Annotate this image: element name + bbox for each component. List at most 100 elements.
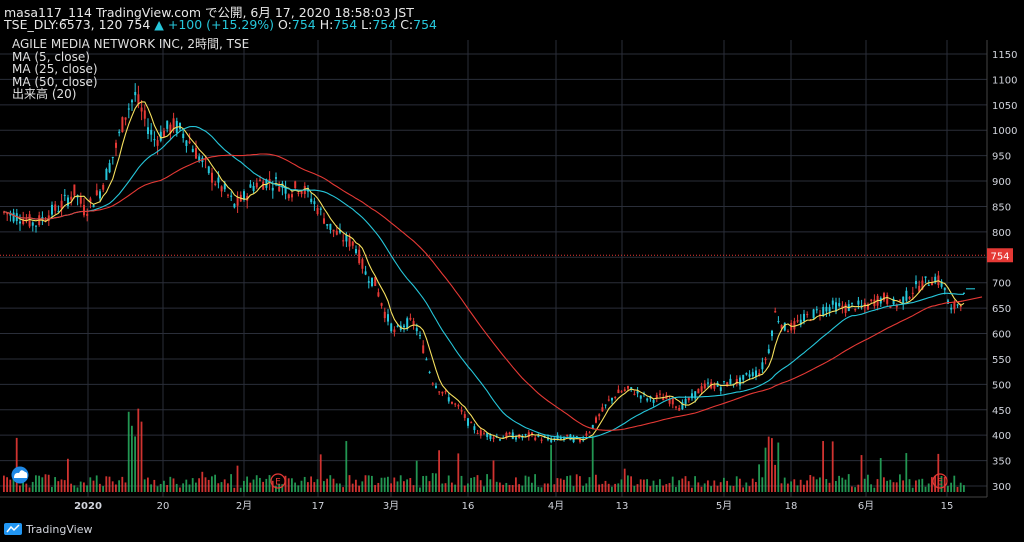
- candle-body: [758, 372, 761, 376]
- candle-body: [435, 385, 437, 388]
- volume-bar: [147, 477, 149, 492]
- volume-bar: [559, 478, 562, 492]
- candle-body: [892, 298, 895, 305]
- volume-bar: [668, 483, 671, 492]
- candle-body: [390, 323, 393, 332]
- volume-bar: [25, 483, 28, 492]
- candle-body: [723, 381, 725, 383]
- volume-bar: [67, 458, 69, 492]
- candle-body: [444, 391, 447, 393]
- candle-body: [124, 117, 127, 120]
- x-tick-label: 5月: [716, 500, 732, 512]
- volume-bar: [249, 482, 252, 492]
- earnings-marker-label: E: [275, 478, 281, 488]
- volume-bar: [924, 486, 927, 492]
- earnings-marker-icon: [932, 473, 948, 489]
- volume-bar: [899, 474, 901, 492]
- candle-body: [102, 184, 105, 190]
- candle-body: [387, 314, 389, 322]
- candle-body: [671, 397, 674, 405]
- volume-bar: [921, 478, 924, 492]
- candle-body: [287, 194, 290, 199]
- candle-body: [447, 397, 450, 402]
- candle-body: [121, 117, 124, 133]
- volume-bar: [377, 482, 380, 492]
- candle-body: [111, 156, 114, 159]
- x-tick-label: 15: [941, 501, 954, 512]
- volume-bar: [70, 483, 72, 492]
- volume-bar: [761, 477, 764, 492]
- legend-volume[interactable]: 出来高 (20): [12, 87, 77, 102]
- candle-body: [428, 371, 431, 373]
- candle-body: [854, 308, 857, 311]
- candle-body: [719, 387, 722, 391]
- volume-bar: [425, 475, 428, 492]
- legend-ma5[interactable]: MA (5, close): [12, 49, 90, 64]
- candle-body: [118, 131, 121, 134]
- volume-bar: [409, 477, 412, 492]
- volume-bar: [444, 483, 447, 492]
- volume-bar: [812, 476, 815, 492]
- candle-body: [28, 214, 31, 227]
- volume-bar: [486, 474, 488, 492]
- candle-body: [905, 290, 908, 301]
- volume-bar: [239, 487, 242, 492]
- candle-body: [700, 386, 703, 392]
- volume-bar: [335, 483, 338, 492]
- volume-bar: [387, 476, 389, 492]
- volume-bar: [19, 485, 21, 492]
- ma50-line-extension: [957, 296, 983, 303]
- candle-body: [419, 334, 421, 336]
- candle-body: [150, 129, 153, 135]
- volume-bar: [671, 476, 674, 492]
- candle-body: [377, 292, 380, 297]
- candle-body: [310, 198, 313, 203]
- candle-body: [476, 432, 479, 434]
- volume-bar: [636, 484, 639, 492]
- candle-body: [275, 177, 277, 179]
- volume-bar: [364, 475, 367, 492]
- candle-body: [291, 194, 293, 198]
- last-price-label: 754: [990, 251, 1009, 262]
- volume-bar: [889, 479, 892, 492]
- candle-body: [438, 391, 441, 393]
- time-axis[interactable]: 2020 20 2月 17 3月 16 4月 13 5月 18 6月 15: [0, 496, 987, 512]
- volume-bar: [780, 483, 783, 492]
- candle-body: [409, 317, 412, 320]
- x-tick-label: 3月: [383, 500, 399, 512]
- x-tick-label: 6月: [858, 500, 874, 512]
- candle-body: [172, 118, 175, 130]
- candle-body: [166, 120, 169, 129]
- volume-bar: [115, 484, 117, 492]
- candle-body: [575, 436, 578, 438]
- candle-body: [755, 370, 757, 377]
- volume-bar: [323, 481, 325, 492]
- y-tick-label: 900: [992, 177, 1011, 188]
- candle-body: [83, 204, 85, 216]
- volume-bar: [137, 408, 140, 492]
- candle-body: [694, 391, 697, 399]
- volume-bar: [934, 475, 936, 492]
- candle-body: [249, 184, 252, 188]
- candle-body: [463, 414, 466, 418]
- tradingview-brand[interactable]: TradingView: [4, 521, 92, 537]
- volume-bar: [307, 482, 309, 492]
- volume-bar: [758, 464, 760, 492]
- candle-body: [364, 271, 367, 275]
- volume-bar: [508, 484, 511, 492]
- volume-bar: [76, 487, 79, 492]
- candle-body: [825, 306, 828, 312]
- volume-bar: [207, 479, 210, 492]
- volume-bar: [534, 474, 536, 492]
- volume-bar: [841, 477, 844, 492]
- volume-bar: [828, 482, 831, 492]
- volume-bar: [572, 486, 575, 492]
- price-axis[interactable]: 1150110010501000950900850800750700650600…: [986, 40, 1017, 497]
- legend-ma25[interactable]: MA (25, close): [12, 62, 98, 77]
- volume-bar: [502, 484, 504, 492]
- volume-bar: [735, 476, 738, 492]
- volume-bar: [806, 480, 808, 492]
- legend-ma50[interactable]: MA (50, close): [12, 74, 98, 89]
